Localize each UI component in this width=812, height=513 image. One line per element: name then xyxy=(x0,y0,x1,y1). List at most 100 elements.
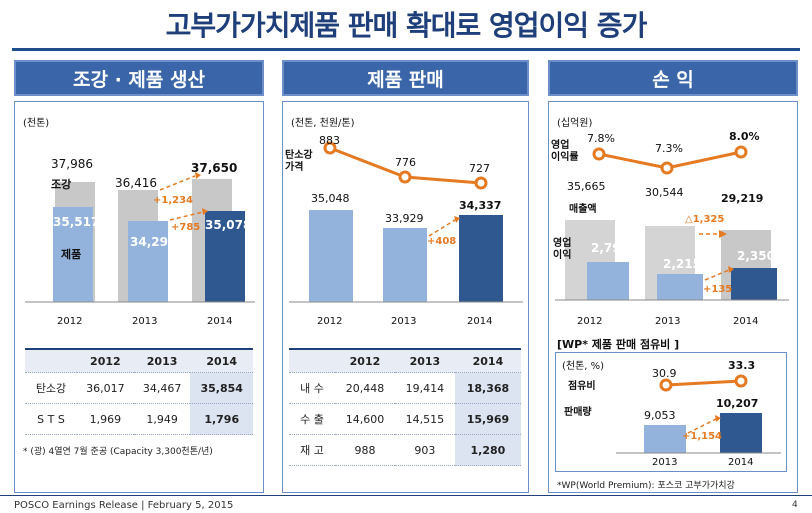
value-price-2013: 776 xyxy=(395,156,416,169)
value-margin-2012: 7.8% xyxy=(587,132,615,145)
wp-box: (천톤, %) 30.9 33.3 점유비 판매량 9,053 10,207 +… xyxy=(555,352,787,472)
value-op-2014: 2,350 xyxy=(737,249,775,263)
bar-sales-2012 xyxy=(309,210,353,302)
price-point-2014 xyxy=(474,176,488,190)
bar-sales-2014 xyxy=(459,215,503,302)
value-crude-2013: 36,416 xyxy=(115,176,157,190)
table-row: 수 출 14,600 14,515 15,969 xyxy=(289,403,521,435)
year-2013: 2013 xyxy=(655,316,680,327)
production-chart: 37,986 36,416 37,650 35,517 34,293 35,07… xyxy=(25,157,255,327)
production-table: 2012 2013 2014 탄소강 36,017 34,467 35,854 … xyxy=(25,348,253,435)
value-product-2014: 35,078 xyxy=(205,218,251,232)
label-revenue: 매출액 xyxy=(569,202,597,215)
year-2013: 2013 xyxy=(391,316,416,327)
panel-production: (천톤) 37,986 36,416 37,650 35,517 34,293 … xyxy=(14,101,264,493)
arrow-product-delta xyxy=(169,211,204,221)
table-header-row: 2012 2013 2014 xyxy=(289,348,521,373)
sales-table: 2012 2013 2014 내 수 20,448 19,414 18,368 … xyxy=(289,348,521,466)
title-underline xyxy=(12,48,800,51)
year-2013: 2013 xyxy=(132,316,157,327)
year-2012: 2012 xyxy=(577,316,602,327)
wp-footnote: *WP(World Premium): 포스코 고부가가치강 xyxy=(557,481,735,491)
wp-year-2014: 2014 xyxy=(728,457,753,468)
footer-rule xyxy=(0,495,812,496)
margin-point-2012 xyxy=(592,147,606,161)
wp-year-2013: 2013 xyxy=(652,457,677,468)
delta-sales: +408 xyxy=(427,236,456,247)
year-2014: 2014 xyxy=(207,316,232,327)
share-point-2013 xyxy=(659,378,673,392)
bar-sales-2013 xyxy=(383,228,427,302)
production-footnote: * (광) 4열연 7월 준공 (Capacity 3,300천톤/년) xyxy=(23,447,213,457)
value-margin-2013: 7.3% xyxy=(655,142,683,155)
label-op-1: 영업 xyxy=(553,236,571,249)
delta-revenue: △1,325 xyxy=(685,214,724,225)
panel-header-production: 조강 · 제품 생산 xyxy=(14,60,264,96)
arrow-op-delta xyxy=(704,269,730,281)
arrow-op-head xyxy=(728,266,734,273)
value-sales-2013: 33,929 xyxy=(385,212,424,225)
value-revenue-2013: 30,544 xyxy=(645,186,684,199)
page-number: 4 xyxy=(792,500,798,510)
arrow-wp-delta xyxy=(687,418,717,434)
label-op-2: 이익 xyxy=(553,248,571,261)
production-unit: (천톤) xyxy=(23,118,50,129)
table-row: S T S 1,969 1,949 1,796 xyxy=(25,403,253,435)
margin-point-2014 xyxy=(734,145,748,159)
sales-chart: 883 776 727 탄소강 가격 35,048 33,929 34,337 … xyxy=(285,134,523,327)
footer-text: POSCO Earnings Release | February 5, 201… xyxy=(14,500,234,511)
year-2014: 2014 xyxy=(733,316,758,327)
margin-label-2: 이익률 xyxy=(551,150,579,163)
panel-header-sales: 제품 판매 xyxy=(282,60,529,96)
panel-pl: (십억원) 7.8% 7.3% 8.0% 영업 이익률 35,665 30,54… xyxy=(548,101,798,493)
sales-unit: (천톤, 천원/톤) xyxy=(291,118,355,129)
panel-header-pl: 손 익 xyxy=(548,60,798,96)
value-product-2013: 34,293 xyxy=(130,235,176,249)
wp-volume-label: 판매량 xyxy=(564,405,592,418)
arrow-crude-delta xyxy=(159,175,196,191)
bar-op-2014 xyxy=(731,268,777,300)
table-header-row: 2012 2013 2014 xyxy=(25,348,253,373)
year-2012: 2012 xyxy=(317,316,342,327)
arrow-sales-head xyxy=(454,216,460,223)
bar-op-2013 xyxy=(657,274,703,300)
value-product-2012: 35,517 xyxy=(53,215,99,229)
value-wp-2014: 10,207 xyxy=(716,397,758,410)
pl-unit: (십억원) xyxy=(557,118,593,129)
label-product: 제품 xyxy=(61,247,81,261)
share-line xyxy=(665,379,742,387)
value-share-2014: 33.3 xyxy=(728,359,755,372)
panel-sales: (천톤, 천원/톤) 883 776 727 탄소강 가격 35,048 33,… xyxy=(282,101,529,493)
label-crude: 조강 xyxy=(51,177,71,191)
arrow-sales-delta xyxy=(428,219,456,237)
bar-product-2013 xyxy=(128,221,168,302)
table-row: 재 고 988 903 1,280 xyxy=(289,434,521,466)
arrow-crude-head xyxy=(195,172,201,179)
delta-op: +135 xyxy=(703,284,732,295)
price-label-1: 탄소강 xyxy=(285,148,313,161)
bar-product-2014 xyxy=(205,211,245,302)
price-label-2: 가격 xyxy=(285,160,303,173)
year-2014: 2014 xyxy=(467,316,492,327)
delta-crude: +1,234 xyxy=(153,195,193,206)
wp-share-label: 점유비 xyxy=(568,379,596,392)
bar-op-2012 xyxy=(587,262,629,300)
table-row: 탄소강 36,017 34,467 35,854 xyxy=(25,372,253,404)
value-op-2012: 2,790 xyxy=(591,241,629,255)
pl-chart: 7.8% 7.3% 8.0% 영업 이익률 35,665 30,544 29,2… xyxy=(551,130,789,327)
arrow-wp-head xyxy=(715,415,721,422)
delta-wp: +1,154 xyxy=(682,431,722,442)
value-crude-2014: 37,650 xyxy=(191,161,237,175)
margin-label-1: 영업 xyxy=(551,138,569,151)
delta-product: +785 xyxy=(171,222,200,233)
year-2012: 2012 xyxy=(57,316,82,327)
value-price-2014: 727 xyxy=(469,162,490,175)
arrow-product-head xyxy=(202,208,208,215)
value-sales-2012: 35,048 xyxy=(311,192,350,205)
margin-point-2013 xyxy=(660,161,674,175)
bar-product-2012 xyxy=(53,207,93,302)
arrow-revenue-head xyxy=(719,230,727,238)
price-point-2012 xyxy=(323,141,337,155)
share-point-2014 xyxy=(734,374,748,388)
page-title: 고부가가치제품 판매 확대로 영업이익 증가 xyxy=(165,9,648,42)
